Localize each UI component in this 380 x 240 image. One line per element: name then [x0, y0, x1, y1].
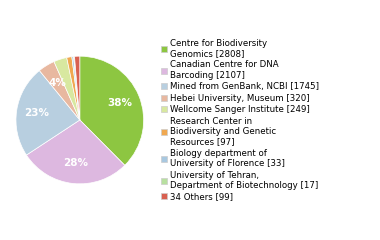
Text: 28%: 28%	[63, 158, 88, 168]
Wedge shape	[40, 62, 80, 120]
Legend: Centre for Biodiversity
Genomics [2808], Canadian Centre for DNA
Barcoding [2107: Centre for Biodiversity Genomics [2808],…	[160, 38, 320, 202]
Text: 23%: 23%	[24, 108, 49, 118]
Text: 38%: 38%	[108, 98, 133, 108]
Wedge shape	[27, 120, 125, 184]
Wedge shape	[74, 56, 80, 120]
Wedge shape	[72, 56, 80, 120]
Wedge shape	[16, 71, 80, 155]
Wedge shape	[74, 56, 80, 120]
Wedge shape	[67, 57, 80, 120]
Wedge shape	[54, 58, 80, 120]
Text: 4%: 4%	[48, 78, 66, 88]
Wedge shape	[80, 56, 144, 165]
